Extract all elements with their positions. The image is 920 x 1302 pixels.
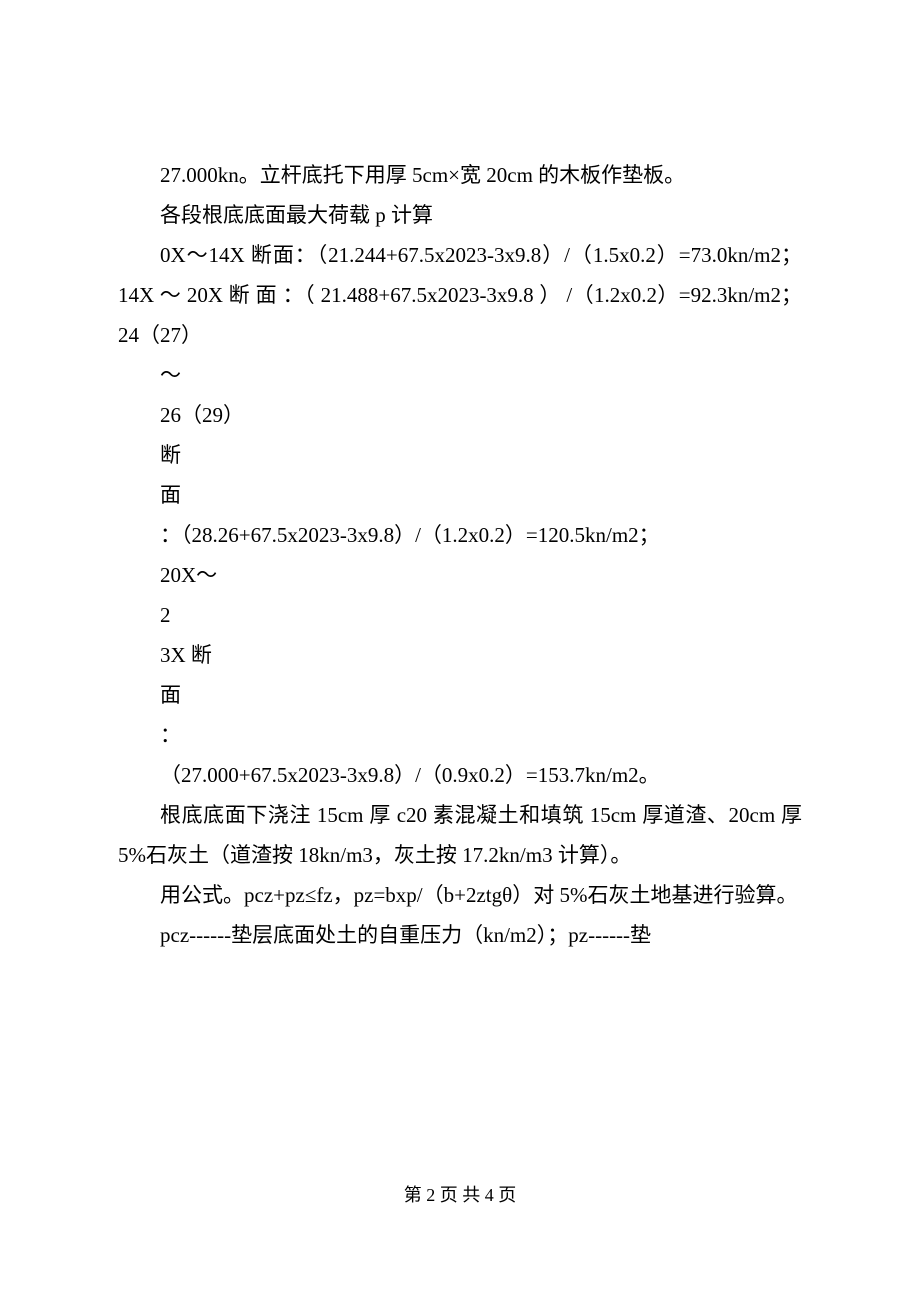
paragraph-10: 2 (118, 595, 802, 635)
paragraph-3: 0X～14X 断面：（21.244+67.5x2023-3x9.8）/（1.5x… (118, 235, 802, 355)
paragraph-8: ：（28.26+67.5x2023-3x9.8）/（1.2x0.2）=120.5… (118, 515, 802, 555)
paragraph-16: 用公式。pcz+pz≤fz，pz=bxp/（b+2ztgθ）对 5%石灰土地基进… (118, 875, 802, 915)
paragraph-7: 面 (118, 475, 802, 515)
page-number: 第 2 页 共 4 页 (404, 1185, 517, 1205)
paragraph-12: 面 (118, 675, 802, 715)
paragraph-9: 20X～ (118, 555, 802, 595)
document-body: 27.000kn。立杆底托下用厚 5cm×宽 20cm 的木板作垫板。 各段根底… (0, 0, 920, 955)
page-footer: 第 2 页 共 4 页 (0, 1181, 920, 1207)
paragraph-2: 各段根底底面最大荷载 p 计算 (118, 195, 802, 235)
paragraph-15: 根底底面下浇注 15cm 厚 c20 素混凝土和填筑 15cm 厚道渣、20cm… (118, 795, 802, 875)
paragraph-1: 27.000kn。立杆底托下用厚 5cm×宽 20cm 的木板作垫板。 (118, 155, 802, 195)
paragraph-13: ： (118, 715, 802, 755)
paragraph-6: 断 (118, 435, 802, 475)
paragraph-5: 26（29） (118, 395, 802, 435)
paragraph-4: ～ (118, 355, 802, 395)
paragraph-14: （27.000+67.5x2023-3x9.8）/（0.9x0.2）=153.7… (118, 755, 802, 795)
paragraph-11: 3X 断 (118, 635, 802, 675)
paragraph-17: pcz------垫层底面处土的自重压力（kn/m2）；pz------垫 (118, 915, 802, 955)
